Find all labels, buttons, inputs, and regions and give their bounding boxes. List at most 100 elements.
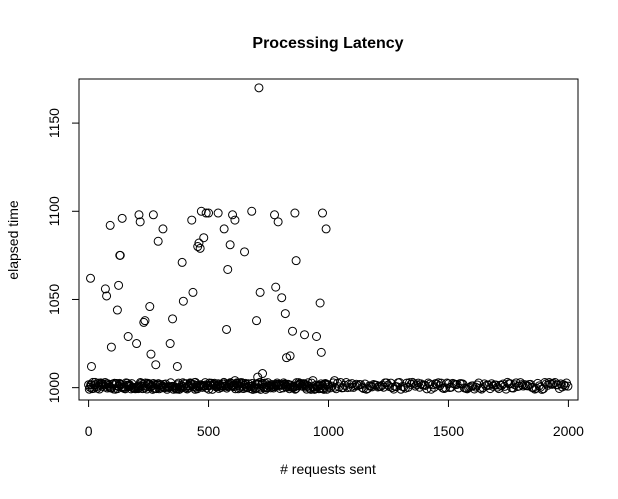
- data-point: [271, 379, 281, 389]
- data-point: [123, 332, 133, 342]
- y-tick-label: 1000: [46, 372, 62, 403]
- data-point: [247, 206, 257, 216]
- data-point: [410, 381, 420, 391]
- data-point: [501, 384, 511, 394]
- data-point: [89, 383, 99, 393]
- data-point: [323, 380, 333, 390]
- data-point: [518, 381, 528, 391]
- data-point: [174, 378, 184, 388]
- data-point: [230, 376, 240, 386]
- data-point: [347, 379, 357, 389]
- data-point: [168, 314, 178, 324]
- data-point: [102, 291, 112, 301]
- y-tick-label: 1050: [46, 284, 62, 315]
- data-point: [223, 264, 233, 274]
- data-point: [412, 380, 422, 390]
- data-point: [531, 383, 541, 393]
- data-point: [218, 381, 228, 391]
- data-point: [547, 379, 557, 389]
- data-point: [188, 287, 198, 297]
- data-point: [322, 384, 332, 394]
- data-point: [379, 382, 389, 392]
- data-point: [256, 384, 266, 394]
- data-point: [316, 379, 326, 389]
- data-point: [517, 380, 527, 390]
- data-point: [285, 351, 295, 361]
- data-point: [228, 210, 238, 220]
- data-point: [187, 215, 197, 225]
- data-point: [291, 256, 301, 266]
- chart-title: Processing Latency: [252, 35, 403, 52]
- data-point: [215, 381, 225, 391]
- data-point: [140, 316, 150, 326]
- x-tick-label: 500: [197, 423, 221, 439]
- data-point: [277, 379, 287, 389]
- data-point: [86, 361, 96, 371]
- data-point: [273, 217, 283, 227]
- data-point: [478, 383, 488, 393]
- data-point: [329, 376, 339, 386]
- data-point: [443, 379, 453, 389]
- data-point: [139, 317, 149, 327]
- data-point: [252, 316, 262, 326]
- data-point: [280, 309, 290, 319]
- data-point: [290, 208, 300, 218]
- data-point: [251, 383, 261, 393]
- y-axis: 1000 1050 1100 1150: [46, 108, 80, 403]
- data-point: [219, 224, 229, 234]
- data-point: [510, 380, 520, 390]
- data-point: [367, 382, 377, 392]
- data-point: [165, 339, 175, 349]
- data-point: [481, 381, 491, 391]
- data-point: [136, 378, 146, 388]
- data-point: [86, 273, 96, 283]
- data-point: [240, 247, 250, 257]
- data-point: [172, 361, 182, 371]
- data-point: [222, 324, 232, 334]
- data-point: [312, 332, 322, 342]
- data-point: [559, 380, 569, 390]
- data-point: [146, 349, 156, 359]
- data-point: [195, 243, 205, 253]
- data-point: [423, 378, 433, 388]
- data-point: [254, 83, 264, 93]
- data-point: [178, 296, 188, 306]
- data-point: [191, 382, 201, 392]
- x-tick-label: 0: [85, 423, 93, 439]
- data-point: [213, 208, 223, 218]
- data-point: [389, 384, 399, 394]
- data-point: [153, 236, 163, 246]
- data-point: [377, 380, 387, 390]
- data-point: [446, 382, 456, 392]
- data-point: [199, 233, 209, 243]
- data-point: [563, 381, 573, 391]
- data-point: [117, 213, 127, 223]
- y-tick-label: 1100: [46, 196, 62, 226]
- data-point: [426, 384, 436, 394]
- x-tick-label: 2000: [553, 423, 584, 439]
- data-point: [308, 376, 318, 386]
- data-point: [321, 224, 331, 234]
- x-axis: 0 500 1000 1500 2000: [85, 399, 584, 439]
- data-point: [106, 342, 116, 352]
- data-point: [306, 384, 316, 394]
- data-point: [133, 384, 143, 394]
- data-point: [115, 250, 125, 260]
- data-point: [138, 384, 148, 394]
- data-point: [255, 287, 265, 297]
- data-point: [230, 215, 240, 225]
- data-point: [271, 282, 281, 292]
- data-point: [178, 378, 188, 388]
- data-point: [204, 208, 214, 218]
- y-axis-label: elapsed time: [5, 200, 21, 280]
- data-point: [193, 242, 203, 252]
- data-point: [318, 208, 328, 218]
- data-point: [225, 240, 235, 250]
- data-point: [258, 369, 268, 379]
- data-point: [300, 330, 310, 340]
- data-point: [498, 379, 508, 389]
- data-point: [277, 293, 287, 303]
- data-point: [270, 210, 280, 220]
- data-point: [208, 379, 218, 389]
